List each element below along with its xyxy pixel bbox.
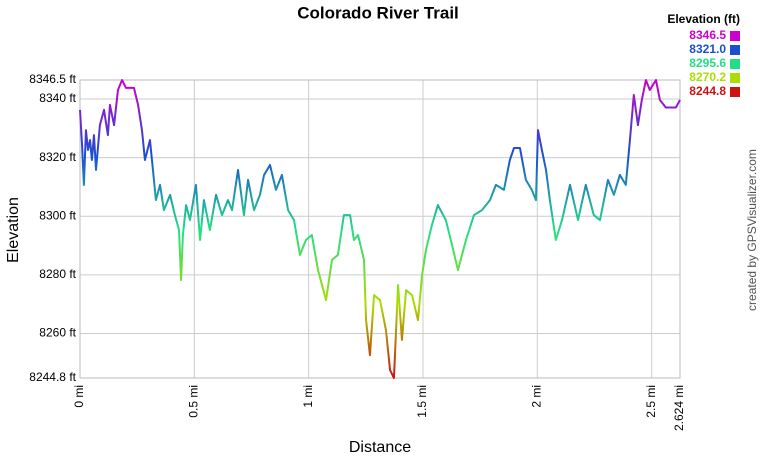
y-tick-label: 8320 ft (39, 150, 76, 164)
y-tick-label: 8260 ft (39, 326, 76, 340)
x-tick-label: 1 mi (301, 385, 315, 408)
legend-swatch (730, 31, 740, 41)
y-tick-label: 8244.8 ft (29, 370, 76, 384)
legend-swatch (730, 87, 740, 97)
y-tick-label: 8300 ft (39, 208, 76, 222)
legend-label: 8346.5 (689, 28, 726, 42)
legend-label: 8270.2 (689, 70, 726, 84)
elevation-line (79, 79, 681, 379)
y-tick-label: 8280 ft (39, 267, 76, 281)
x-tick-label: 0.5 mi (187, 385, 201, 418)
legend-label: 8321.0 (689, 42, 726, 56)
plot-frame (79, 79, 681, 379)
credit: created by GPSVisualizer.com (745, 149, 759, 311)
legend-label: 8295.6 (689, 56, 726, 70)
legend-swatch (730, 59, 740, 69)
x-tick-label: 2 mi (529, 385, 543, 408)
y-axis-label: Elevation (5, 197, 22, 263)
x-tick-label: 2.624 mi (672, 385, 686, 431)
y-tick-label: 8346.5 ft (29, 72, 76, 86)
x-axis-label: Distance (349, 439, 411, 456)
x-tick-label: 2.5 mi (644, 385, 658, 418)
chart-title: Colorado River Trail (297, 3, 459, 22)
x-tick-label: 1.5 mi (415, 385, 429, 418)
legend-label: 8244.8 (689, 84, 726, 98)
legend-title: Elevation (ft) (667, 12, 740, 26)
legend-swatch (730, 45, 740, 55)
legend-swatch (730, 73, 740, 83)
y-tick-label: 8340 ft (39, 91, 76, 105)
x-tick-label: 0 mi (72, 385, 86, 408)
